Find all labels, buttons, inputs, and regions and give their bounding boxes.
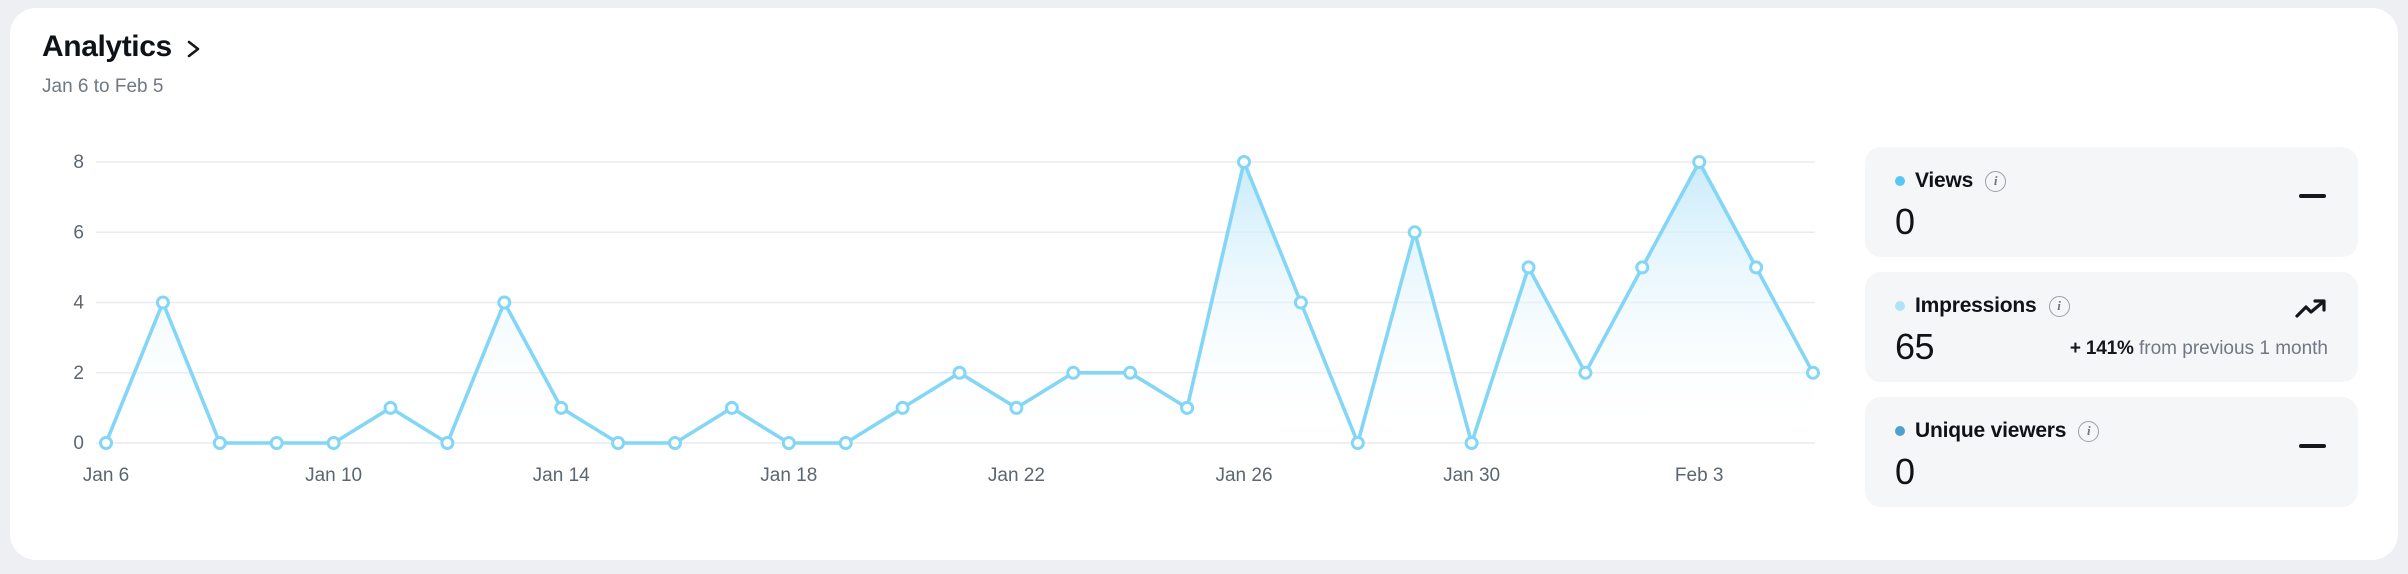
x-tick-label: Feb 3 bbox=[1675, 465, 1724, 486]
data-point-marker[interactable] bbox=[269, 436, 284, 450]
trend-percent: + 141% bbox=[2069, 338, 2134, 359]
data-point-marker[interactable] bbox=[668, 436, 682, 450]
data-point-marker[interactable] bbox=[1578, 365, 1593, 380]
data-point-marker[interactable] bbox=[1350, 436, 1365, 450]
data-point-marker[interactable] bbox=[1464, 436, 1479, 450]
data-point-marker[interactable] bbox=[1749, 260, 1764, 275]
stat-label: Views bbox=[1915, 169, 1974, 192]
data-point-marker[interactable] bbox=[1180, 400, 1195, 415]
analytics-line-chart[interactable]: 0 2 4 6 8 Jan 6 Jan 10 Jan 14 Jan 18 Jan 22 Jan 26… bbox=[40, 133, 1860, 513]
data-point-marker[interactable] bbox=[611, 436, 626, 450]
data-point-marker[interactable] bbox=[155, 295, 170, 310]
x-tick-label: Jan 26 bbox=[1215, 465, 1272, 486]
data-point-marker[interactable] bbox=[497, 295, 512, 310]
x-tick-label: Jan 6 bbox=[83, 465, 129, 486]
data-point-marker[interactable] bbox=[952, 365, 967, 380]
date-range-label: Jan 6 to Feb 5 bbox=[42, 76, 164, 97]
trend-comparison-label: + 141% from previous 1 month bbox=[2070, 338, 2328, 360]
info-icon[interactable]: i bbox=[2048, 295, 2070, 317]
analytics-title-link[interactable]: Analytics bbox=[42, 30, 201, 64]
data-point-marker[interactable] bbox=[99, 436, 113, 450]
data-point-marker[interactable] bbox=[383, 400, 398, 415]
data-point-marker[interactable] bbox=[554, 400, 569, 415]
page-title: Analytics bbox=[42, 30, 172, 63]
chevron-right-icon bbox=[187, 40, 200, 57]
views-value: 0 bbox=[1895, 201, 1915, 242]
stats-sidebar: Views i 0 Impressions i 65 + 141% from p… bbox=[1865, 147, 2358, 507]
stat-card-impressions[interactable]: Impressions i 65 + 141% from previous 1 … bbox=[1865, 272, 2358, 382]
data-point-marker[interactable] bbox=[1806, 365, 1820, 380]
stat-card-views[interactable]: Views i 0 bbox=[1865, 147, 2358, 257]
unique-viewers-value: 0 bbox=[1895, 451, 1915, 492]
y-tick-label: 8 bbox=[73, 152, 84, 173]
data-point-marker[interactable] bbox=[781, 436, 796, 450]
stat-card-unique-viewers[interactable]: Unique viewers i 0 bbox=[1865, 397, 2358, 507]
data-point-marker[interactable] bbox=[1521, 260, 1536, 275]
area-fill bbox=[106, 162, 1813, 443]
stat-label: Unique viewers bbox=[1915, 419, 2067, 442]
data-point-marker[interactable] bbox=[895, 400, 910, 415]
data-point-marker[interactable] bbox=[1692, 155, 1707, 169]
data-point-marker[interactable] bbox=[440, 436, 455, 450]
flat-trend-icon bbox=[2299, 194, 2326, 198]
unique-viewers-series-dot bbox=[1895, 426, 1905, 436]
stat-label: Impressions bbox=[1915, 294, 2037, 317]
x-tick-label: Jan 14 bbox=[533, 465, 590, 486]
data-point-marker[interactable] bbox=[724, 400, 739, 415]
data-point-marker[interactable] bbox=[1635, 260, 1650, 275]
flat-trend-icon bbox=[2299, 444, 2326, 448]
info-icon[interactable]: i bbox=[2078, 420, 2100, 442]
views-series-dot bbox=[1895, 176, 1905, 186]
data-point-marker[interactable] bbox=[1407, 225, 1422, 240]
trend-note: from previous 1 month bbox=[2138, 338, 2328, 359]
data-point-marker[interactable] bbox=[1123, 365, 1138, 380]
y-tick-label: 2 bbox=[73, 363, 84, 384]
trending-up-icon bbox=[2295, 299, 2326, 318]
impressions-series-dot bbox=[1895, 301, 1905, 311]
data-point-marker[interactable] bbox=[1009, 400, 1024, 415]
analytics-panel: Analytics Jan 6 to Feb 5 0 2 4 6 8 Jan 6 Jan 1… bbox=[10, 8, 2398, 560]
data-point-marker[interactable] bbox=[1066, 365, 1081, 380]
x-tick-label: Jan 30 bbox=[1443, 465, 1500, 486]
x-tick-label: Jan 10 bbox=[305, 465, 362, 486]
info-icon[interactable]: i bbox=[1985, 170, 2007, 192]
analytics-header: Analytics Jan 6 to Feb 5 bbox=[42, 30, 201, 98]
data-point-marker[interactable] bbox=[1293, 295, 1308, 310]
data-point-marker[interactable] bbox=[212, 436, 227, 450]
x-tick-label: Jan 22 bbox=[988, 465, 1045, 486]
y-tick-label: 0 bbox=[73, 433, 84, 454]
impressions-value: 65 bbox=[1895, 326, 1935, 367]
y-tick-label: 6 bbox=[73, 222, 84, 243]
y-tick-label: 4 bbox=[73, 293, 84, 314]
x-tick-label: Jan 18 bbox=[760, 465, 817, 486]
data-point-marker[interactable] bbox=[1237, 155, 1251, 169]
data-point-marker[interactable] bbox=[326, 436, 341, 450]
data-point-marker[interactable] bbox=[838, 436, 853, 450]
